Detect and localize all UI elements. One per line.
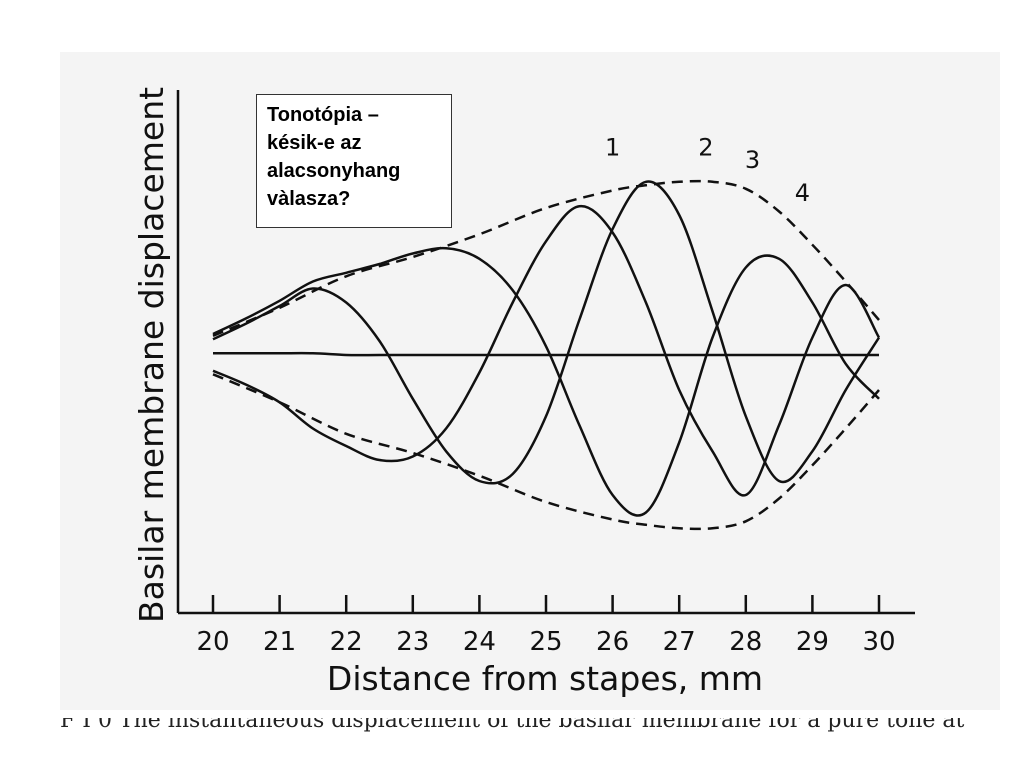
series-number-label: 1 xyxy=(605,134,620,162)
x-tick-label: 29 xyxy=(796,627,829,657)
plot-panel xyxy=(60,52,1000,710)
chart-labels: Distance from stapes, mm Basilar membran… xyxy=(132,87,810,698)
x-tick-label: 22 xyxy=(330,627,363,657)
annotation-box: Tonotópia – késik-e az alacsonyhang vàla… xyxy=(256,94,452,228)
y-axis-title: Basilar membrane displacement xyxy=(132,87,171,623)
figure-caption-text: F I 0 The instantaneous displacement of … xyxy=(60,718,965,732)
annotation-line: alacsonyhang xyxy=(267,160,401,182)
series-line-4 xyxy=(213,351,879,357)
axes: 20 21 22 23 24 25 26 27 28 29 30 xyxy=(176,90,915,657)
x-axis-title: Distance from stapes, mm xyxy=(327,659,763,698)
x-tick-label: 28 xyxy=(729,627,762,657)
x-tick-label: 20 xyxy=(196,627,229,657)
series-number-label: 4 xyxy=(795,179,810,207)
x-tick-label: 25 xyxy=(529,627,562,657)
wave-series xyxy=(212,180,881,517)
series-number-label: 3 xyxy=(745,146,760,174)
x-tick-label: 30 xyxy=(862,627,895,657)
x-tick-label: 24 xyxy=(463,627,496,657)
series-line-3 xyxy=(212,205,881,497)
annotation-line: késik-e az xyxy=(267,132,362,154)
envelope-lower xyxy=(212,373,880,531)
series-line-1 xyxy=(212,246,880,517)
annotation-line: vàlasza? xyxy=(267,188,351,210)
x-tick-label: 23 xyxy=(396,627,429,657)
x-tick-label: 21 xyxy=(263,627,296,657)
series-number-label: 2 xyxy=(698,134,713,162)
x-tick-label: 26 xyxy=(596,627,629,657)
annotation-line: Tonotópia – xyxy=(267,104,379,126)
figure-caption: F I 0 The instantaneous displacement of … xyxy=(60,718,1000,732)
x-tick-label: 27 xyxy=(663,627,696,657)
